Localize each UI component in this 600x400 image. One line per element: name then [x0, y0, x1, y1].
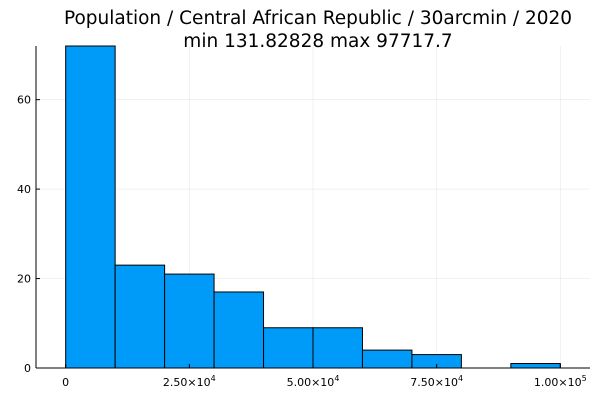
histogram-bars: [65, 45, 561, 369]
histogram-bar: [510, 363, 561, 369]
x-tick-label: 2.50×104: [163, 374, 216, 389]
histogram-bar: [213, 291, 265, 369]
y-tick-label: 20: [17, 273, 31, 286]
tick-labels: 0 2.50×104 5.00×104 7.50×104 1.00×105 0 20 40 60: [17, 94, 587, 389]
chart-subtitle: min 131.82828 max 97717.7: [183, 31, 452, 52]
x-tick-label: 5.00×104: [287, 374, 340, 389]
histogram-bar: [263, 327, 314, 369]
histogram-bar: [114, 264, 166, 369]
histogram-bar: [65, 45, 116, 369]
chart-title: Population / Central African Republic / …: [64, 8, 572, 29]
y-tick-label: 0: [24, 362, 31, 375]
histogram-bar: [312, 327, 363, 369]
y-tick-label: 40: [17, 183, 31, 196]
x-tick-label: 7.50×104: [410, 374, 463, 389]
histogram-bar: [164, 273, 215, 369]
axes: [35, 46, 590, 369]
x-tick-label: 1.00×105: [534, 374, 587, 389]
histogram-bar: [361, 349, 413, 369]
y-tick-label: 60: [17, 94, 31, 107]
x-tick-label: 0: [62, 376, 69, 389]
